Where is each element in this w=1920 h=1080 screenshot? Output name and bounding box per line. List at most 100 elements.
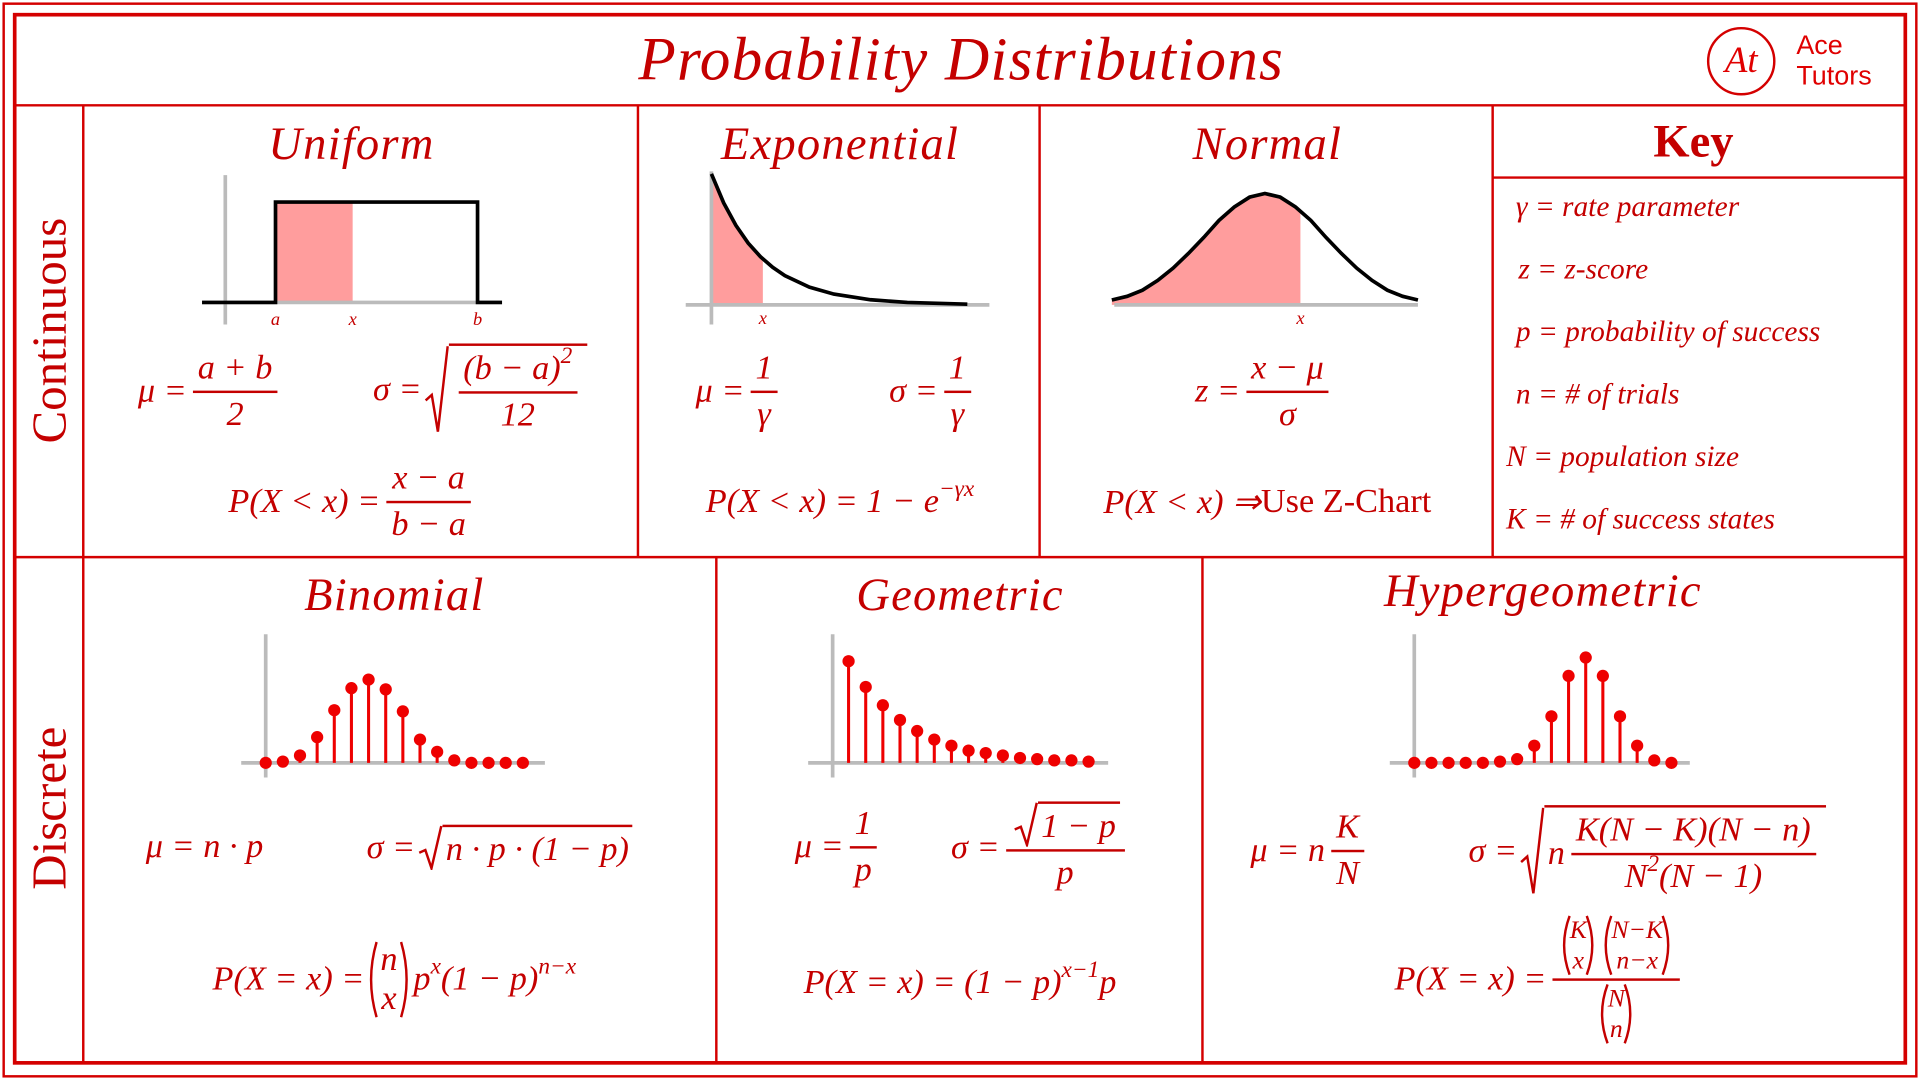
formula: P(X = x) = (1 − p) x−1 p: [804, 958, 1117, 1003]
math-text: x: [381, 979, 397, 1018]
math-text: p: [413, 960, 431, 998]
logo-text: Tutors: [1796, 60, 1872, 91]
math-symbol: [424, 343, 448, 435]
math-text: P(X = x) =: [212, 960, 365, 998]
math-text: Use Z-Chart: [1260, 482, 1432, 521]
stem-dot: [911, 724, 924, 738]
math-text: μ = n: [1250, 831, 1326, 870]
math-text: N: [1624, 857, 1648, 896]
math-text: n: [1609, 1013, 1623, 1044]
stem-dot: [396, 705, 409, 718]
formula: μ = a + b 2: [138, 349, 284, 435]
fraction: a + b 2: [192, 348, 278, 435]
superscript: 2: [1647, 852, 1659, 879]
math-text: n: [1547, 834, 1565, 873]
binomial-coefficient: N−K n−x: [1600, 915, 1674, 976]
axis-label: x: [1296, 309, 1305, 329]
radicand: n · p · (1 − p): [442, 824, 633, 870]
math-text: γ: [950, 395, 965, 434]
math-stroke: [1014, 803, 1036, 845]
formula: P(X < x) = x − a b − a: [228, 459, 477, 545]
math-stroke: [425, 346, 447, 431]
inner-border: [12, 12, 1908, 1065]
math-text: 2: [226, 395, 244, 434]
key-item: N = population size: [1506, 441, 1740, 474]
superscript: n−x: [538, 954, 576, 981]
stem-dot: [311, 731, 324, 744]
numerator: 1: [943, 348, 971, 394]
math-text: P(X < x) = 1 − e: [705, 482, 939, 521]
distribution-name: Uniform: [268, 118, 435, 171]
stem-dot: [259, 756, 272, 769]
denominator: N 2 (N − 1): [1571, 852, 1816, 897]
stem-dot: [876, 699, 889, 712]
math-text: σ: [1278, 395, 1296, 434]
math-text: 1: [948, 348, 966, 387]
math-text: 1 − p: [1041, 807, 1116, 846]
axis-label: a: [270, 310, 281, 330]
logo-text: Ace: [1796, 29, 1843, 60]
stem-dot: [1476, 756, 1489, 769]
numerator: 1: [849, 804, 877, 849]
section-label: Discrete: [21, 726, 77, 890]
denominator: b − a: [386, 503, 470, 545]
distribution-name: Normal: [1192, 118, 1343, 171]
stem-dot: [465, 756, 478, 769]
math-text: γ: [757, 395, 771, 434]
radicand: 1 − p: [1037, 801, 1120, 846]
math-text: μ =: [794, 827, 844, 866]
stem-dot: [1459, 756, 1472, 769]
stem-dot: [1408, 756, 1421, 769]
formula: σ = n · p · (1 − p): [366, 824, 633, 870]
math-text: x − μ: [1251, 348, 1324, 387]
math-text: 2: [1647, 852, 1659, 878]
denominator: 2: [193, 393, 277, 435]
math-text: K(N − K)(N − n): [1575, 811, 1811, 850]
numerator: x − a: [386, 459, 471, 504]
math-symbol: [1520, 805, 1544, 897]
uniform-curve: [202, 200, 503, 305]
math-symbol: [1662, 915, 1674, 976]
radicand: n K(N − K)(N − n) N 2 (N − 1): [1544, 805, 1826, 897]
stem-dot: [1613, 710, 1627, 723]
math-text: p: [1099, 963, 1117, 1002]
formula: P(X = x) = n x p x (1 − p) n−x: [213, 940, 577, 1018]
math-stroke: [1587, 916, 1593, 975]
axis-label: x: [758, 309, 767, 329]
formula: z = x − μ σ: [1195, 349, 1335, 435]
math-text: 1: [755, 348, 773, 387]
stem-dot: [328, 704, 341, 717]
axis-label: x: [348, 310, 357, 330]
stem-dot: [945, 739, 958, 752]
stem-dot: [1596, 669, 1609, 683]
fraction: x − μ σ: [1246, 349, 1329, 435]
stem-dot: [1442, 756, 1455, 769]
math-text: 2: [560, 344, 573, 370]
square-root: 1 − p: [1013, 801, 1120, 846]
normal-shade: [1111, 193, 1301, 305]
stem-dot: [1562, 669, 1575, 683]
distribution-name: Exponential: [720, 118, 960, 171]
stem-dot: [293, 749, 307, 762]
math-text: σ =: [366, 827, 416, 866]
math-text: σ =: [951, 827, 1000, 866]
stem-dot: [1031, 753, 1044, 766]
stem-dot: [499, 756, 512, 769]
stem-dot: [962, 744, 975, 757]
numerator: (b − a) 2: [458, 344, 578, 394]
fraction: K(N − K)(N − n) N 2 (N − 1): [1570, 811, 1816, 897]
math-text: a + b: [197, 348, 273, 387]
math-text: −γx: [938, 476, 975, 503]
math-stroke: [371, 942, 377, 1017]
uniform-shade: [275, 202, 353, 303]
math-stroke: [1521, 808, 1543, 893]
stem-dot: [516, 756, 529, 769]
